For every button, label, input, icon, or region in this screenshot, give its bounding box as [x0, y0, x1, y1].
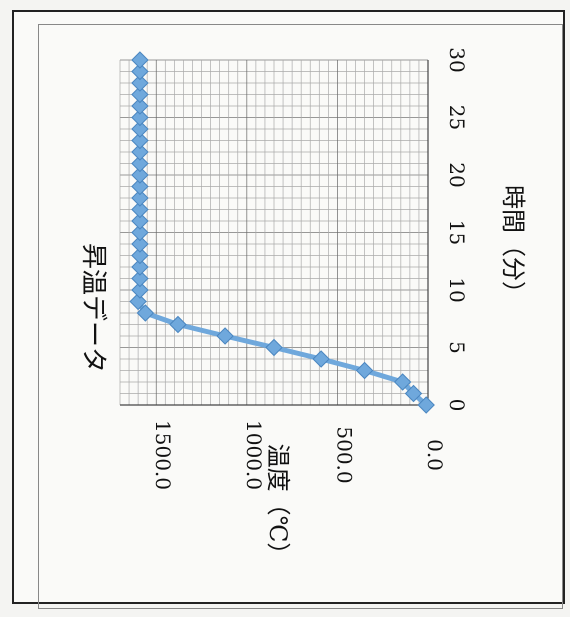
data-point	[131, 62, 149, 81]
data-point	[131, 189, 149, 207]
data-point	[131, 212, 149, 230]
data-point	[131, 166, 149, 184]
data-point	[131, 281, 149, 299]
data-point	[312, 350, 330, 368]
data-point	[136, 304, 155, 322]
data-point	[131, 120, 149, 138]
y-tick-label: 1000.0	[242, 420, 266, 490]
chart-title: 昇温データ	[78, 243, 108, 373]
x-tick-label: 5	[445, 341, 469, 354]
data-point	[131, 223, 149, 242]
outer-frame	[12, 10, 565, 609]
x-tick-label: 30	[445, 47, 469, 72]
chart-area	[38, 24, 563, 609]
data-point	[131, 74, 149, 92]
data-point	[393, 373, 412, 391]
data-point	[265, 338, 283, 357]
y-tick-label: 1500.0	[151, 420, 175, 490]
data-point	[404, 384, 423, 403]
data-point	[131, 177, 149, 196]
data-point	[131, 108, 149, 127]
data-point	[169, 315, 187, 334]
data-point	[216, 327, 234, 345]
data-point	[131, 200, 149, 219]
x-tick-label: 0	[445, 399, 469, 412]
data-point	[131, 246, 149, 265]
data-point	[131, 143, 149, 161]
y-tick-label: 500.0	[332, 426, 356, 483]
data-point	[131, 97, 149, 115]
data-point	[131, 85, 149, 104]
y-axis-label: 温度（℃）	[264, 444, 292, 567]
data-point	[131, 131, 149, 150]
x-tick-label: 20	[445, 162, 469, 187]
data-point	[131, 269, 149, 288]
data-point	[131, 258, 149, 276]
data-point	[355, 361, 374, 380]
x-tick-label: 10	[445, 277, 469, 302]
x-tick-label: 15	[445, 220, 469, 245]
data-point	[131, 51, 149, 69]
data-point	[131, 235, 149, 253]
data-point	[131, 154, 149, 173]
data-point	[417, 396, 435, 414]
x-tick-label: 25	[445, 105, 469, 130]
data-point	[129, 292, 147, 311]
x-axis-label: 時間（分）	[499, 185, 527, 305]
y-tick-label: 0.0	[423, 439, 447, 471]
